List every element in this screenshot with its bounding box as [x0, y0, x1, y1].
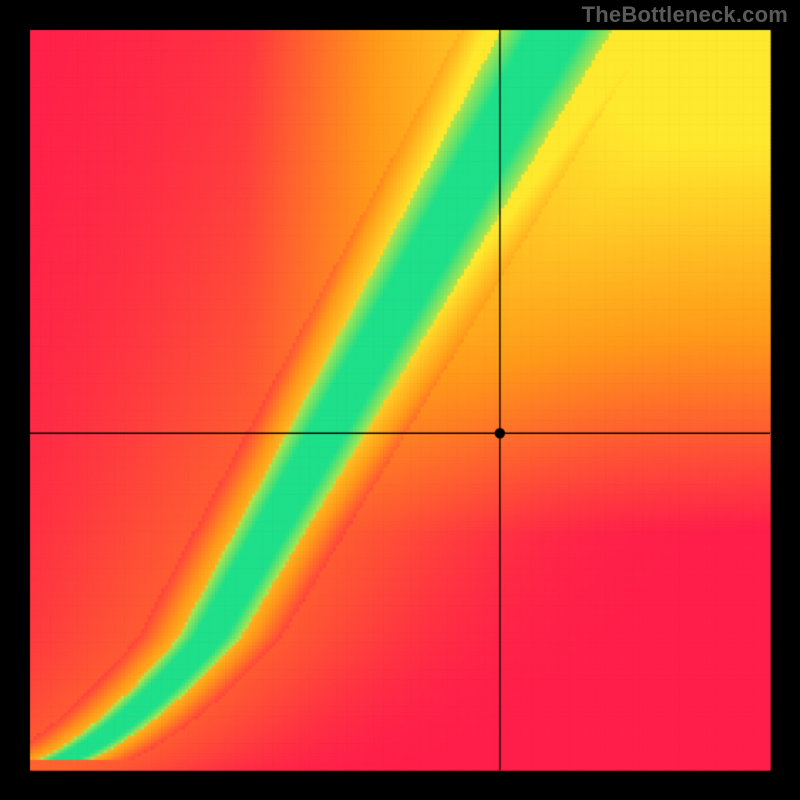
heatmap-canvas — [0, 0, 800, 800]
bottleneck-heatmap-container: TheBottleneck.com — [0, 0, 800, 800]
watermark-text: TheBottleneck.com — [582, 2, 788, 28]
